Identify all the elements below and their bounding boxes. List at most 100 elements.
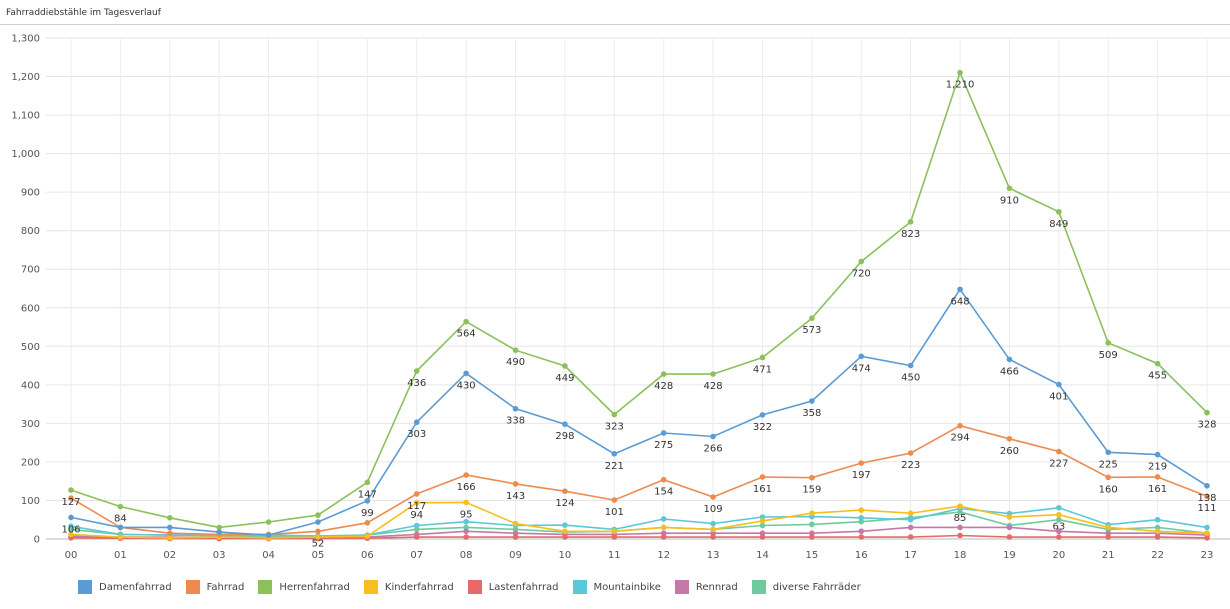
x-tick-label: 17	[904, 550, 917, 561]
data-point	[1056, 534, 1062, 540]
data-label: 474	[852, 363, 871, 374]
data-point	[1204, 493, 1210, 500]
data-point	[1204, 524, 1210, 531]
data-point	[957, 524, 963, 531]
data-point	[611, 497, 618, 503]
x-tick-label: 18	[954, 550, 967, 561]
data-point	[1056, 516, 1062, 523]
legend-swatch	[467, 580, 482, 594]
data-label: 85	[954, 513, 967, 524]
data-label: 849	[1049, 219, 1068, 230]
series-lines	[70, 70, 1208, 540]
legend-item[interactable]: Kinderfahrrad	[363, 580, 454, 594]
legend-item[interactable]: diverse Fahrräder	[751, 580, 861, 594]
data-label: 84	[114, 514, 127, 525]
data-point	[858, 507, 865, 513]
data-point	[117, 534, 124, 540]
data-label: 127	[61, 497, 80, 508]
data-point	[364, 479, 371, 486]
x-tick-label: 19	[1003, 550, 1016, 561]
data-label: 294	[950, 433, 969, 444]
series-line	[70, 287, 1208, 536]
data-point	[858, 528, 865, 535]
data-point	[512, 481, 519, 487]
data-point	[1154, 524, 1161, 531]
x-tick-label: 23	[1201, 550, 1214, 561]
data-point	[463, 524, 469, 531]
data-point	[68, 523, 74, 530]
data-point	[1105, 530, 1112, 537]
data-point	[364, 520, 371, 526]
data-point	[216, 529, 222, 535]
data-point	[759, 534, 766, 540]
data-point	[463, 318, 469, 325]
x-tick-label: 22	[1151, 550, 1164, 561]
y-tick-label: 1,000	[11, 149, 40, 160]
data-point	[562, 363, 568, 369]
data-label: 338	[506, 416, 525, 427]
data-label: 436	[407, 378, 426, 389]
data-point	[413, 522, 420, 529]
legend-swatch	[185, 580, 200, 594]
data-point	[68, 487, 74, 493]
data-point	[858, 518, 865, 525]
data-point	[858, 515, 865, 521]
x-tick-label: 08	[460, 550, 473, 561]
legend-swatch	[363, 580, 378, 594]
legend-item[interactable]: Herrenfahrrad	[258, 580, 350, 594]
data-point	[463, 518, 469, 525]
data-point	[1056, 504, 1062, 511]
x-tick-label: 05	[312, 550, 325, 561]
data-label: 197	[852, 470, 871, 481]
data-point	[68, 514, 74, 521]
legend-label: Mountainbike	[593, 581, 661, 593]
data-label: 323	[605, 422, 624, 433]
data-label: 111	[1197, 503, 1216, 514]
data-label: 99	[361, 508, 374, 519]
data-label: 564	[457, 329, 476, 340]
data-point	[364, 498, 371, 504]
legend: Damenfahrrad Fahrrad Herrenfahrrad Kinderfa…	[78, 580, 875, 594]
data-label: 328	[1197, 420, 1216, 431]
data-point	[809, 315, 815, 321]
data-label: 109	[704, 504, 723, 515]
data-point	[611, 534, 618, 540]
legend-item[interactable]: Lastenfahrrad	[467, 580, 559, 594]
data-label: 159	[802, 485, 821, 496]
data-point	[907, 524, 914, 531]
x-tick-label: 11	[608, 550, 621, 561]
legend-item[interactable]: Fahrrad	[185, 580, 244, 594]
x-tick-label: 21	[1102, 550, 1115, 561]
data-point	[463, 499, 469, 506]
data-point	[809, 521, 815, 528]
data-label: 401	[1049, 391, 1068, 402]
data-point	[710, 530, 716, 537]
data-point	[759, 514, 766, 520]
data-label: 322	[753, 422, 772, 433]
data-point	[413, 534, 420, 540]
x-tick-label: 16	[855, 550, 868, 561]
data-point	[1006, 524, 1013, 531]
legend-item[interactable]: Damenfahrrad	[78, 580, 172, 594]
data-point	[1056, 381, 1062, 388]
y-tick-label: 500	[21, 342, 40, 353]
data-point	[858, 534, 865, 540]
x-tick-label: 06	[361, 550, 374, 561]
y-tick-label: 200	[21, 457, 40, 468]
legend-item[interactable]: Mountainbike	[572, 580, 661, 594]
data-point	[166, 535, 173, 541]
chart-title: Fahrraddiebstähle im Tagesverlauf	[6, 8, 161, 18]
y-tick-label: 800	[21, 226, 40, 237]
data-label: 449	[555, 373, 574, 384]
data-point	[1056, 511, 1062, 518]
data-point	[660, 524, 667, 531]
data-point	[1006, 514, 1013, 520]
legend-swatch	[674, 580, 689, 594]
data-point	[512, 534, 519, 540]
data-point	[463, 472, 469, 478]
data-point	[611, 451, 618, 457]
data-point	[512, 347, 519, 353]
legend-item[interactable]: Rennrad	[674, 580, 738, 594]
data-label: 358	[802, 408, 821, 419]
